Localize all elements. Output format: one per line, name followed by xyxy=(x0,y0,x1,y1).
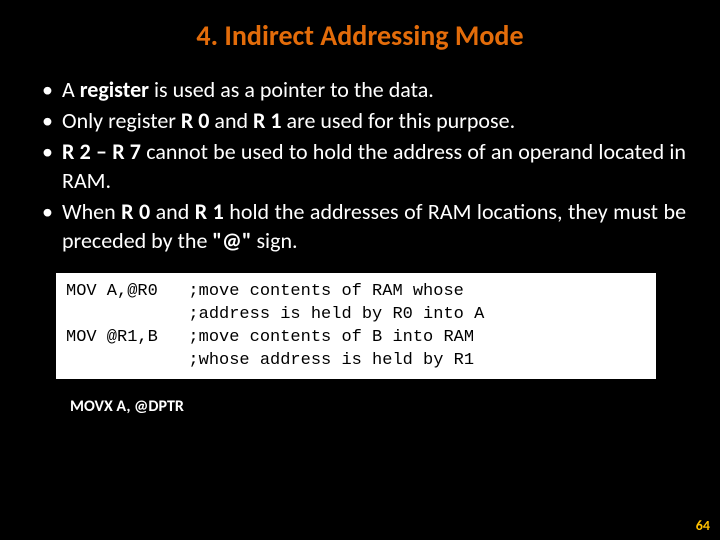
bold: R 2 – R 7 xyxy=(62,138,141,165)
movx-instruction: MOVX A, @DPTR xyxy=(70,397,686,416)
bold: R 0 xyxy=(181,107,210,134)
text: and xyxy=(209,107,253,134)
bullet-item: When R 0 and R 1 hold the addresses of R… xyxy=(40,197,686,255)
slide: 4. Indirect Addressing Mode A register i… xyxy=(0,0,720,540)
bold: "@" xyxy=(212,227,251,254)
slide-title: 4. Indirect Addressing Mode xyxy=(34,18,686,53)
code-block: MOV A,@R0 ;move contents of RAM whose ;a… xyxy=(56,273,656,379)
bullet-item: R 2 – R 7 cannot be used to hold the add… xyxy=(40,137,686,195)
text: and xyxy=(150,198,195,225)
bullet-item: A register is used as a pointer to the d… xyxy=(40,75,686,104)
bold: R 0 xyxy=(121,198,150,225)
text: Only register xyxy=(62,107,181,134)
text: cannot be used to hold the address of an… xyxy=(62,138,686,194)
text: When xyxy=(62,198,121,225)
text: A xyxy=(62,76,80,103)
bullet-list: A register is used as a pointer to the d… xyxy=(34,75,686,255)
bold: R 1 xyxy=(195,198,224,225)
page-number: 64 xyxy=(696,517,710,534)
bullet-item: Only register R 0 and R 1 are used for t… xyxy=(40,106,686,135)
bold: register xyxy=(80,76,149,103)
text: sign. xyxy=(251,227,297,254)
bold: R 1 xyxy=(253,107,282,134)
text: is used as a pointer to the data. xyxy=(149,76,434,103)
text: are used for this purpose. xyxy=(282,107,516,134)
